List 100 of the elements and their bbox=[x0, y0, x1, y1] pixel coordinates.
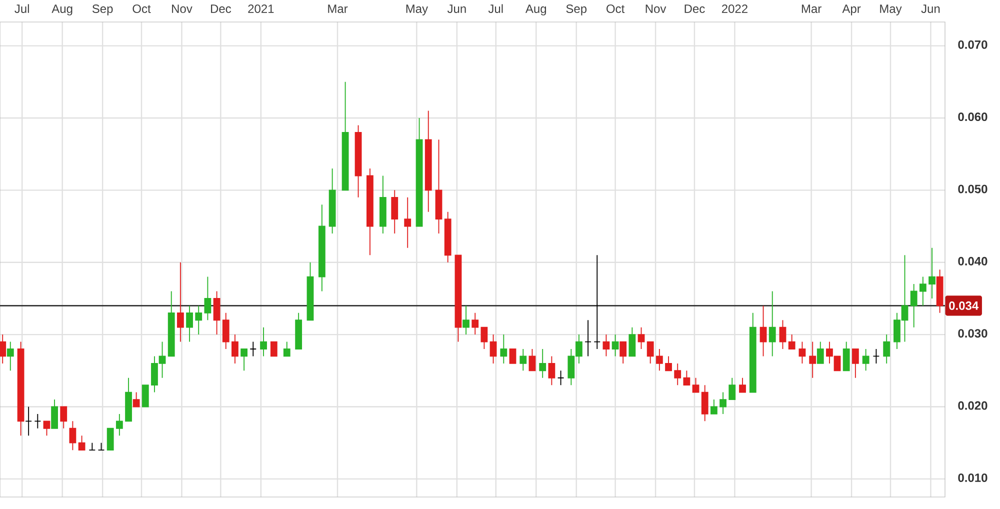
candlestick bbox=[520, 348, 527, 372]
candlestick bbox=[78, 435, 86, 451]
candlestick bbox=[444, 211, 452, 263]
x-tick-label: Jun bbox=[921, 4, 940, 14]
candlestick bbox=[665, 356, 672, 372]
x-tick-label: Nov bbox=[646, 4, 666, 14]
candlestick bbox=[872, 348, 880, 364]
candlestick bbox=[509, 348, 516, 364]
x-tick-label: Apr bbox=[842, 4, 861, 16]
candlestick bbox=[240, 348, 248, 372]
y-tick-label: 0.020 bbox=[958, 401, 988, 410]
candlestick bbox=[43, 420, 50, 436]
x-tick-label: Jul bbox=[14, 4, 29, 14]
candlestick bbox=[816, 341, 824, 364]
candlestick bbox=[788, 334, 796, 350]
candlestick bbox=[862, 348, 870, 372]
candlestick bbox=[749, 312, 756, 393]
candlestick bbox=[60, 406, 68, 429]
x-tick-label: Mar bbox=[802, 4, 822, 14]
candlestick bbox=[125, 377, 132, 422]
candlestick bbox=[760, 305, 767, 357]
x-tick-label: Dec bbox=[684, 4, 705, 14]
candlestick bbox=[548, 356, 556, 386]
candlestick bbox=[674, 362, 682, 386]
x-tick-label: Mar bbox=[328, 4, 348, 14]
candlestick bbox=[51, 399, 58, 429]
candlestick bbox=[176, 262, 184, 342]
candlestick bbox=[116, 414, 123, 436]
candlestick bbox=[557, 370, 564, 386]
candlestick bbox=[842, 341, 850, 372]
candlestick bbox=[728, 377, 736, 400]
candlestick bbox=[6, 341, 14, 372]
candlestick bbox=[462, 305, 470, 336]
candlestick bbox=[500, 334, 508, 364]
candlestick bbox=[328, 168, 336, 234]
x-tick-label: 2022 bbox=[722, 4, 748, 14]
candlestick bbox=[232, 334, 238, 364]
candlestick bbox=[628, 326, 636, 357]
candlestick bbox=[142, 384, 149, 408]
candlestick bbox=[213, 290, 220, 336]
x-tick-label: Nov bbox=[172, 4, 192, 14]
candlestick bbox=[701, 384, 708, 422]
x-tick-label: May bbox=[880, 4, 902, 16]
candlestick bbox=[195, 305, 202, 336]
candlestick bbox=[222, 312, 230, 350]
candlestick bbox=[424, 110, 432, 212]
candlestick bbox=[739, 377, 746, 393]
candlestick bbox=[528, 348, 536, 372]
candlestick bbox=[132, 392, 140, 408]
x-tick-label: Oct bbox=[606, 4, 625, 14]
x-tick-label: Dec bbox=[210, 4, 232, 14]
x-tick-label: Jun bbox=[447, 4, 466, 14]
candlestick bbox=[318, 204, 326, 292]
candlestick bbox=[106, 428, 114, 451]
candlestick bbox=[283, 341, 290, 357]
candlestick bbox=[186, 305, 193, 342]
candlestick bbox=[656, 348, 663, 372]
candlestick bbox=[404, 196, 412, 248]
x-tick-label: May bbox=[406, 4, 428, 16]
candlestick bbox=[809, 341, 816, 378]
candlestick bbox=[34, 414, 42, 429]
x-tick-label: Sep bbox=[92, 4, 113, 16]
x-tick-label: 2021 bbox=[248, 4, 274, 14]
y-tick-label: 0.030 bbox=[958, 329, 988, 338]
x-tick-label: Oct bbox=[132, 4, 151, 14]
candlestick bbox=[250, 341, 257, 357]
candlestick bbox=[936, 269, 944, 314]
candlestick bbox=[342, 81, 349, 191]
candlestick bbox=[416, 118, 423, 227]
candlestick bbox=[366, 168, 374, 256]
y-tick-label: 0.010 bbox=[958, 473, 988, 482]
candlestick bbox=[69, 420, 76, 451]
candlestick bbox=[539, 348, 546, 378]
candlestick bbox=[260, 326, 267, 357]
candlestick bbox=[480, 326, 488, 350]
candlestick bbox=[25, 406, 32, 436]
y-tick-label: 0.040 bbox=[958, 256, 988, 266]
candlestick bbox=[88, 442, 96, 451]
x-tick-label: Jul bbox=[488, 4, 503, 14]
candlestick bbox=[472, 312, 479, 336]
candlestick bbox=[646, 341, 654, 364]
candlestick bbox=[710, 399, 718, 414]
x-tick-label: Aug bbox=[525, 4, 546, 16]
x-tick-label: Aug bbox=[52, 4, 72, 16]
candlestick bbox=[768, 290, 776, 357]
candlestick bbox=[602, 334, 610, 357]
candlestick bbox=[584, 320, 592, 357]
candlestick bbox=[919, 276, 926, 306]
candlestick bbox=[798, 341, 806, 364]
candlestick bbox=[883, 334, 890, 364]
candlestick bbox=[204, 276, 212, 321]
candlestick bbox=[683, 370, 690, 386]
candlestick bbox=[692, 377, 700, 393]
candlestick bbox=[594, 254, 601, 350]
candlestick bbox=[928, 247, 936, 299]
candlestick bbox=[720, 392, 726, 414]
y-tick-label: 0.050 bbox=[958, 184, 988, 194]
ref-line-label: 0.034 bbox=[949, 301, 979, 310]
candlestick bbox=[852, 348, 859, 378]
candlestick bbox=[638, 326, 645, 350]
